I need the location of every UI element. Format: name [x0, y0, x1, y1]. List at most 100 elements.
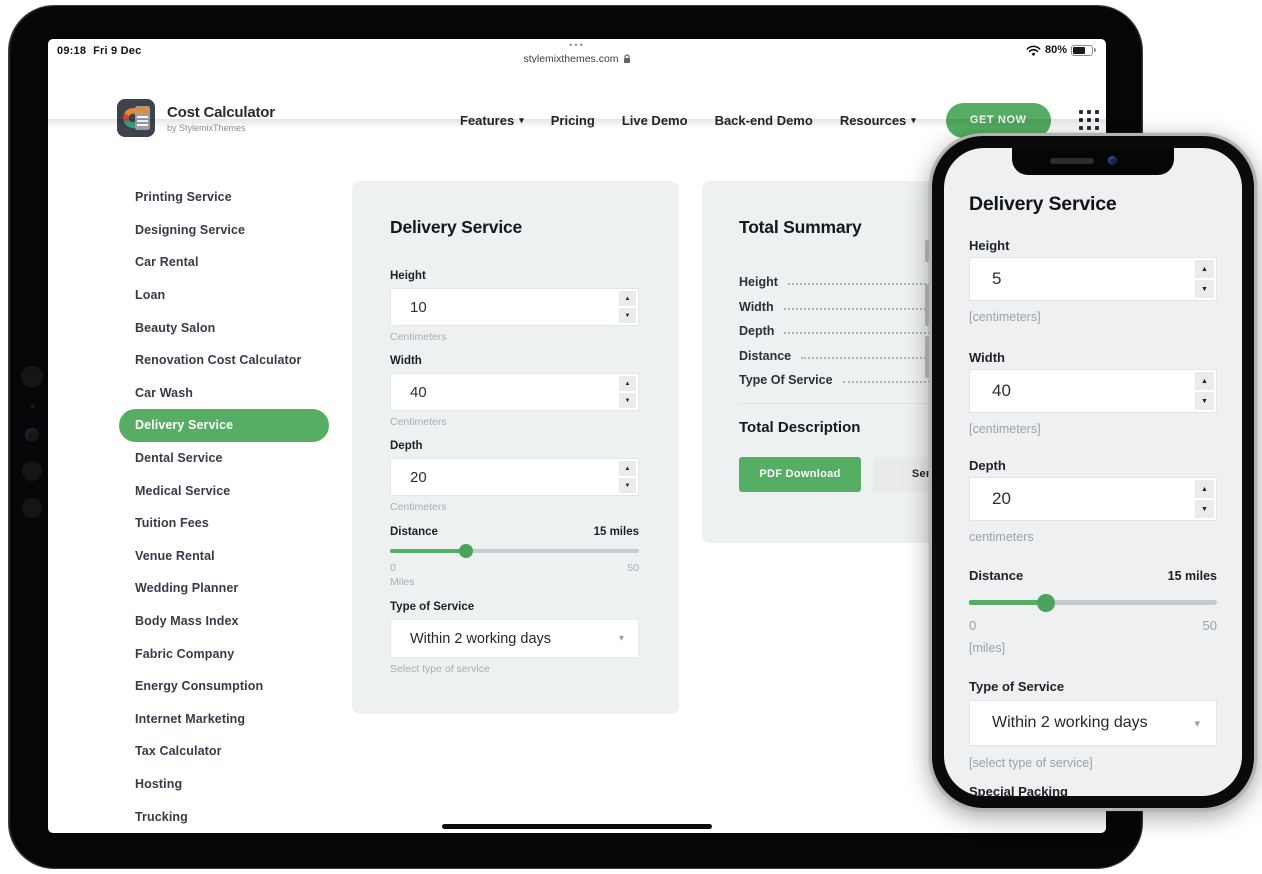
- sidebar-item-venue-rental[interactable]: Venue Rental: [135, 548, 215, 563]
- depth-input[interactable]: 20 ▲ ▼: [390, 458, 639, 496]
- sidebar-item-internet-marketing[interactable]: Internet Marketing: [135, 711, 246, 726]
- stepper-up-icon[interactable]: ▲: [1195, 372, 1214, 390]
- phone-calculator-title: Delivery Service: [969, 193, 1117, 215]
- phone-depth-value: 20: [992, 489, 1011, 508]
- stepper-down-icon[interactable]: ▼: [1195, 280, 1214, 298]
- stepper-down-icon[interactable]: ▼: [619, 393, 636, 408]
- sidebar-item-car-wash[interactable]: Car Wash: [135, 385, 193, 400]
- sidebar-item-medical-service[interactable]: Medical Service: [135, 483, 231, 498]
- ipad-sensor-icon: [30, 404, 35, 409]
- phone-width-input[interactable]: 40 ▲ ▼: [969, 369, 1217, 413]
- sidebar-item-beauty-salon[interactable]: Beauty Salon: [135, 320, 216, 335]
- get-now-button[interactable]: GET NOW: [945, 102, 1051, 138]
- sidebar-item-renovation-cost-calculator[interactable]: Renovation Cost Calculator: [135, 353, 302, 368]
- apps-grid-icon[interactable]: [1078, 110, 1099, 130]
- stepper-down-icon[interactable]: ▼: [619, 308, 636, 323]
- sidebar-item-delivery-service[interactable]: Delivery Service: [119, 409, 329, 442]
- phone-height-label: Height: [969, 238, 1010, 253]
- chevron-down-icon: ▾: [618, 633, 624, 644]
- logo-title: Cost Calculator: [167, 103, 275, 121]
- stepper-up-icon[interactable]: ▲: [1195, 480, 1214, 498]
- phone-slider-min: 0: [969, 618, 977, 633]
- sidebar-item-car-rental[interactable]: Car Rental: [135, 255, 199, 270]
- nav-features[interactable]: Features▾: [460, 113, 524, 128]
- phone-height-input[interactable]: 5 ▲ ▼: [969, 257, 1217, 301]
- status-time: 09:18: [57, 45, 87, 57]
- slider-min: 0: [390, 562, 396, 574]
- total-description-label: Total Description: [739, 418, 861, 436]
- address-bar[interactable]: stylemixthemes.com: [523, 53, 630, 65]
- browser-chrome: ••• stylemixthemes.com: [48, 41, 1106, 67]
- status-time-date: 09:18 Fri 9 Dec: [57, 45, 148, 57]
- sidebar-item-trucking[interactable]: Trucking: [135, 809, 188, 824]
- distance-slider[interactable]: [390, 544, 639, 558]
- phone-screen: Delivery Service Height 5 ▲ ▼ [centimeter…: [944, 148, 1242, 796]
- width-input[interactable]: 40 ▲ ▼: [390, 373, 639, 411]
- main-nav: Features▾ Pricing Live Demo Back-end Dem…: [460, 101, 1099, 139]
- phone-slider-max: 50: [1202, 618, 1217, 633]
- summary-divider: [739, 402, 992, 404]
- sidebar-item-tuition-fees[interactable]: Tuition Fees: [135, 516, 209, 531]
- summary-title: Total Summary: [739, 217, 862, 237]
- distance-hint: Miles: [390, 576, 415, 588]
- sidebar-item-wedding-planner[interactable]: Wedding Planner: [135, 581, 239, 596]
- depth-hint: Centimeters: [390, 501, 447, 513]
- distance-value-label: 15 miles: [593, 526, 639, 538]
- stepper-up-icon[interactable]: ▲: [1195, 260, 1214, 278]
- dotted-leader: [787, 283, 990, 286]
- tab-dots-icon[interactable]: •••: [569, 40, 585, 50]
- phone-distance-slider[interactable]: [969, 593, 1217, 612]
- sidebar-item-designing-service[interactable]: Designing Service: [135, 222, 246, 237]
- stepper-up-icon[interactable]: ▲: [619, 376, 636, 391]
- slider-max: 50: [627, 562, 639, 574]
- sidebar-item-fabric-company[interactable]: Fabric Company: [135, 646, 235, 661]
- phone-type-of-service-select[interactable]: Within 2 working days ▾: [969, 700, 1217, 746]
- phone-depth-label: Depth: [969, 458, 1006, 473]
- nav-live-demo[interactable]: Live Demo: [622, 113, 688, 128]
- stepper-down-icon[interactable]: ▼: [619, 478, 636, 493]
- type-of-service-select[interactable]: Within 2 working days ▾: [390, 619, 639, 658]
- sidebar-item-printing-service[interactable]: Printing Service: [135, 190, 232, 205]
- site-header: Cost Calculator by StylemixThemes Featur…: [48, 63, 1106, 138]
- phone-depth-hint: centimeters: [969, 530, 1034, 544]
- chevron-down-icon: ▾: [519, 115, 524, 126]
- stepper-down-icon[interactable]: ▼: [1195, 500, 1214, 518]
- nav-backend-demo[interactable]: Back-end Demo: [715, 113, 813, 128]
- sidebar-item-tax-calculator[interactable]: Tax Calculator: [135, 744, 222, 759]
- phone-height-value: 5: [992, 269, 1002, 288]
- sidebar-item-dental-service[interactable]: Dental Service: [135, 451, 223, 466]
- selected-option: Within 2 working days: [992, 714, 1148, 731]
- nav-pricing[interactable]: Pricing: [551, 113, 595, 128]
- lock-icon: [623, 54, 630, 63]
- phone-type-of-service-label: Type of Service: [969, 679, 1065, 694]
- nav-resources[interactable]: Resources▾: [840, 113, 916, 128]
- slider-thumb[interactable]: [458, 544, 473, 558]
- slider-thumb[interactable]: [1036, 593, 1055, 612]
- stepper-up-icon[interactable]: ▲: [619, 461, 636, 476]
- phone-camera-icon: [1108, 156, 1117, 165]
- phone-width-hint: [centimeters]: [969, 422, 1041, 436]
- phone-width-label: Width: [969, 350, 1005, 365]
- pdf-download-button[interactable]: PDF Download: [739, 456, 861, 492]
- height-input[interactable]: 10 ▲ ▼: [390, 288, 639, 326]
- sidebar-item-loan[interactable]: Loan: [135, 288, 166, 303]
- sidebar-item-hosting[interactable]: Hosting: [135, 776, 183, 791]
- ipad-camera-icon: [21, 366, 43, 388]
- service-sidebar: Printing Service Designing Service Car R…: [119, 181, 329, 833]
- phone-distance-value-label: 15 miles: [1167, 568, 1217, 583]
- dotted-leader: [842, 380, 990, 383]
- sidebar-item-body-mass-index[interactable]: Body Mass Index: [135, 614, 239, 629]
- logo[interactable]: Cost Calculator by StylemixThemes: [117, 99, 275, 137]
- stepper-up-icon[interactable]: ▲: [619, 291, 636, 306]
- dotted-leader: [784, 332, 990, 335]
- logo-subtitle: by StylemixThemes: [167, 123, 275, 133]
- phone-notch: [1012, 148, 1174, 175]
- home-indicator[interactable]: [442, 824, 712, 829]
- depth-label: Depth: [390, 440, 423, 452]
- height-value: 10: [410, 298, 427, 316]
- stepper-down-icon[interactable]: ▼: [1195, 392, 1214, 410]
- sidebar-item-energy-consumption[interactable]: Energy Consumption: [135, 679, 264, 694]
- phone-depth-input[interactable]: 20 ▲ ▼: [969, 477, 1217, 521]
- battery-icon: [1071, 44, 1093, 56]
